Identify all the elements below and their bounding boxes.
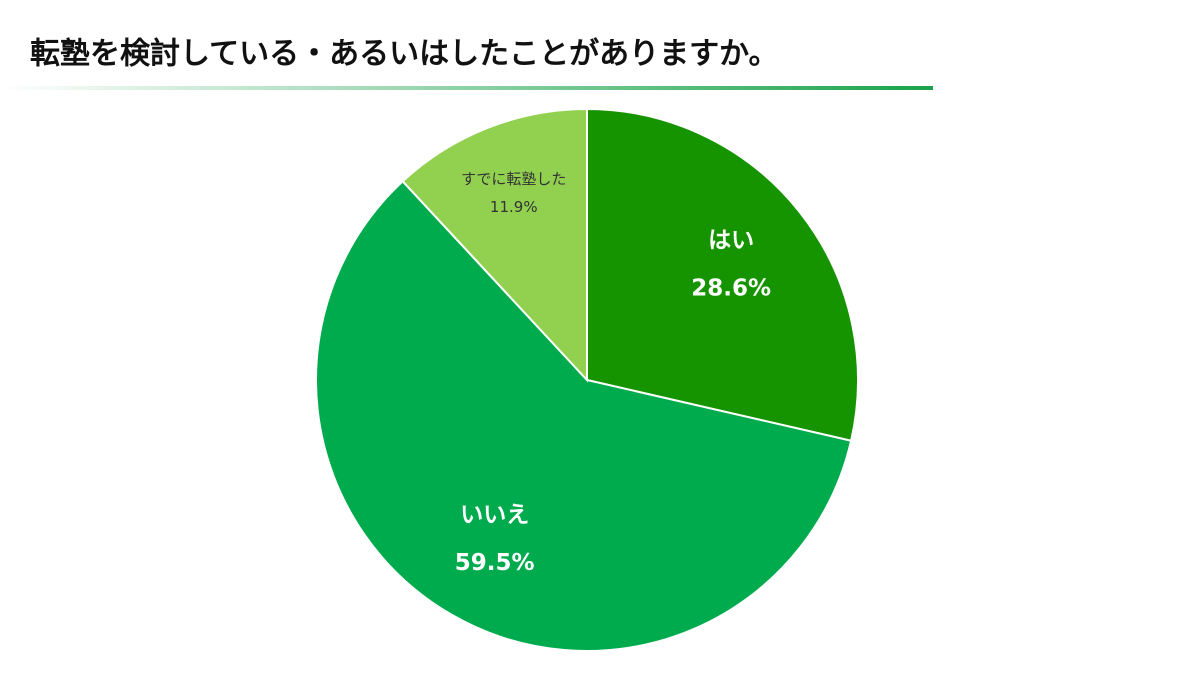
chart-title: 転塾を検討している・あるいはしたことがありますか。 xyxy=(30,37,779,72)
title-underline xyxy=(0,86,933,90)
pie-labels: はい 28.6% いいえ 59.5% すでに転塾した 11.9% xyxy=(455,170,771,576)
pie-slice xyxy=(586,107,859,442)
pie-slice xyxy=(401,107,588,383)
slice-label: いいえ xyxy=(460,502,529,528)
slice-label: すでに転塾した xyxy=(461,170,566,188)
pie-slice xyxy=(315,179,853,652)
value-label: 28.6% xyxy=(691,276,771,302)
pie xyxy=(315,107,859,652)
value-label: 59.5% xyxy=(455,550,535,576)
slice-label: はい xyxy=(708,228,754,254)
value-label: 11.9% xyxy=(490,198,538,216)
